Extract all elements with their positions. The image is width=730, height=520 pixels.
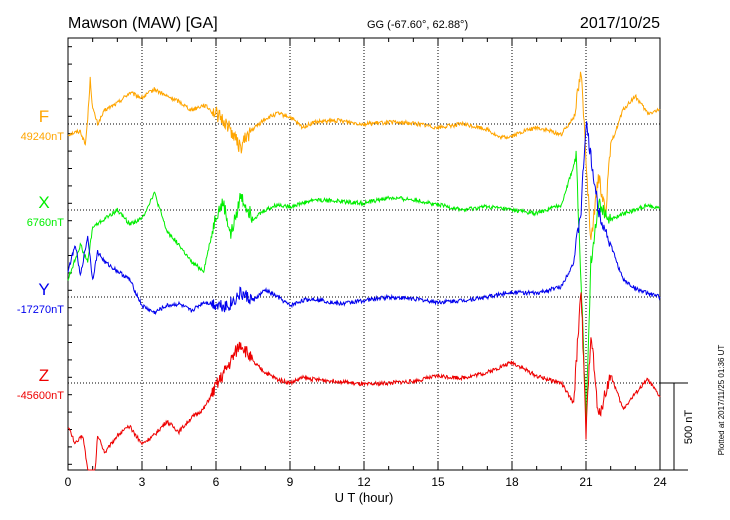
- x-tick-label: 24: [653, 475, 667, 489]
- x-tick-label: 12: [357, 475, 371, 489]
- grid-layer: [68, 38, 660, 470]
- x-tick-label: 18: [505, 475, 519, 489]
- tick-layer: 0 3 6 9 12 15 18 21 24: [65, 38, 667, 489]
- series-line-f: [67, 71, 661, 240]
- series-line-x: [67, 150, 661, 425]
- chart-date: 2017/10/25: [580, 15, 660, 32]
- x-tick-label: 9: [287, 475, 294, 489]
- series-name-f: F: [39, 107, 49, 126]
- series-baseline-y: -17270nT: [17, 304, 64, 316]
- x-tick-label: 21: [579, 475, 593, 489]
- series-name-x: X: [38, 193, 49, 212]
- series-baseline-x: 6760nT: [27, 217, 65, 229]
- series-name-y: Y: [38, 280, 49, 299]
- x-tick-label: 6: [213, 475, 220, 489]
- series-baseline-z: -45600nT: [17, 390, 64, 402]
- series-baseline-f: 49240nT: [21, 131, 65, 143]
- x-tick-label: 15: [431, 475, 445, 489]
- x-axis-label: U T (hour): [335, 490, 394, 505]
- station-coordinates: GG (-67.60°, 62.88°): [367, 19, 468, 31]
- series-line-y: [67, 121, 661, 316]
- series-name-z: Z: [39, 366, 49, 385]
- series-line-z: [67, 292, 661, 471]
- series-layer: [67, 71, 661, 471]
- scale-bar-label: 500 nT: [683, 410, 695, 445]
- series-label-layer: F 49240nT X 6760nT Y -17270nT Z -45600nT: [17, 107, 64, 402]
- plotted-note: Plotted at 2017/11/25 01:36 UT: [717, 345, 726, 456]
- chart-title: Mawson (MAW) [GA]: [68, 15, 218, 32]
- x-tick-label: 0: [65, 475, 72, 489]
- x-tick-label: 3: [139, 475, 146, 489]
- scale-bar: 500 nT: [660, 382, 695, 471]
